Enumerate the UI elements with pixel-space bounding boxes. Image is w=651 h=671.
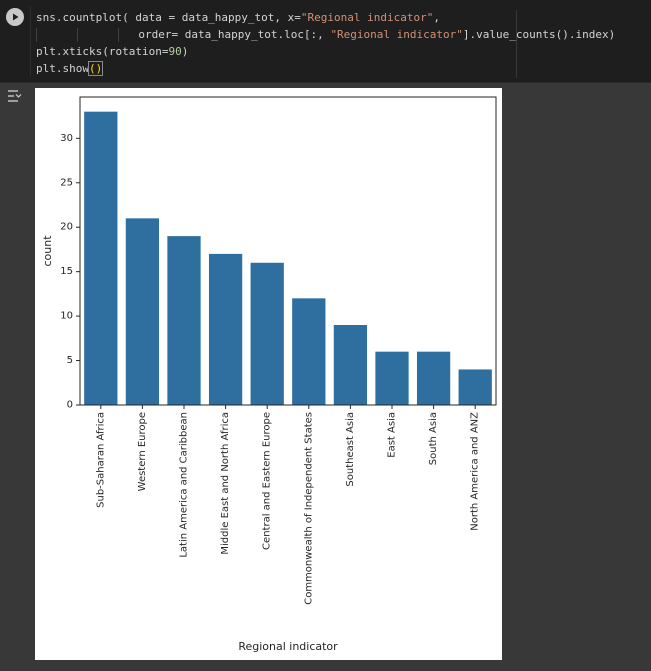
x-tick-label: North America and ANZ xyxy=(470,412,481,531)
bar xyxy=(458,369,492,405)
bar xyxy=(84,111,118,406)
x-axis-label: Regional indicator xyxy=(238,640,338,653)
output-toggle-icon[interactable] xyxy=(6,88,22,104)
code-line-3: plt.xticks(rotation=90) xyxy=(36,45,189,58)
bar xyxy=(333,325,368,405)
x-tick-label: Western Europe xyxy=(137,412,148,491)
code-line-1: sns.countplot( data = data_happy_tot, x=… xyxy=(36,11,440,24)
chart-figure: 0 5 10 15 20 25 30 Sub-Saharan Africa Western E… xyxy=(35,88,502,660)
code-editor[interactable]: sns.countplot( data = data_happy_tot, x=… xyxy=(36,9,615,77)
bar xyxy=(292,298,326,405)
x-tick-label: East Asia xyxy=(387,412,398,458)
axes-frame xyxy=(79,96,497,406)
bar xyxy=(125,218,160,405)
bar xyxy=(416,351,451,405)
code-line-4: plt.show() xyxy=(36,61,104,76)
x-tick-label: Latin America and Caribbean xyxy=(179,412,190,558)
bars-group xyxy=(84,111,492,406)
x-axis: Sub-Saharan Africa Western Europe Latin Am… xyxy=(95,405,481,605)
gutter-divider xyxy=(30,6,31,76)
y-tick-label: 15 xyxy=(60,266,73,277)
x-tick-label: Sub-Saharan Africa xyxy=(95,412,106,508)
bar xyxy=(375,351,409,405)
x-tick-label: South Asia xyxy=(428,412,439,465)
bar xyxy=(167,236,201,405)
bar xyxy=(208,253,243,405)
y-tick-label: 25 xyxy=(60,177,73,188)
x-tick-label: Middle East and North Africa xyxy=(220,412,231,555)
x-tick-label: Southeast Asia xyxy=(345,412,356,487)
y-axis: 0 5 10 15 20 25 30 xyxy=(60,133,80,411)
y-axis-label: count xyxy=(41,235,54,267)
y-tick-label: 10 xyxy=(60,311,73,322)
bar-chart: 0 5 10 15 20 25 30 Sub-Saharan Africa Western E… xyxy=(41,96,497,653)
y-tick-label: 30 xyxy=(60,133,73,144)
editor-ruler xyxy=(516,10,517,78)
play-icon[interactable] xyxy=(6,8,24,26)
code-cell[interactable]: sns.countplot( data = data_happy_tot, x=… xyxy=(0,0,651,83)
bar xyxy=(250,262,284,405)
y-tick-label: 20 xyxy=(60,222,73,233)
x-tick-label: Commonwealth of Independent States xyxy=(303,412,314,605)
x-tick-label: Central and Eastern Europe xyxy=(262,412,273,550)
y-tick-label: 5 xyxy=(67,355,73,366)
y-tick-label: 0 xyxy=(67,400,73,411)
code-line-2: order= data_happy_tot.loc[:, "Regional i… xyxy=(36,28,615,42)
